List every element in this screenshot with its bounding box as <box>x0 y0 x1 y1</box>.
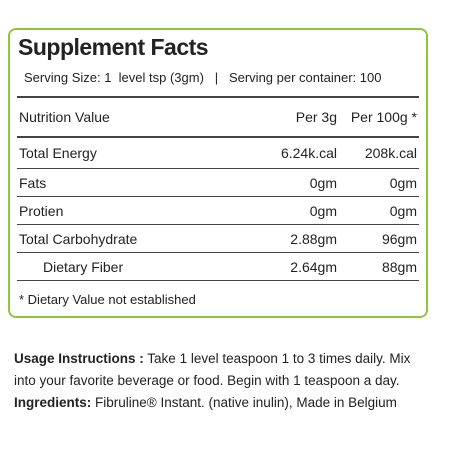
table-cell: 0gm <box>225 196 339 225</box>
title: Supplement Facts <box>18 34 209 60</box>
table-cell: 0gm <box>225 168 339 197</box>
table-row: Fats 0gm 0gm <box>17 168 419 197</box>
table-cell: 0gm <box>339 168 419 197</box>
table-cell: Per 3g <box>225 96 339 138</box>
table-row: Dietary Fiber 2.64gm 88gm <box>17 252 419 281</box>
table-cell: 96gm <box>339 224 419 253</box>
table-cell: Total Energy <box>17 137 225 169</box>
table-cell: 208k.cal <box>339 137 419 169</box>
table-cell: Fats <box>17 168 225 197</box>
table-cell: 88gm <box>339 252 419 281</box>
table-cell: Nutrition Value <box>17 96 225 138</box>
table-row: Total Carbohydrate 2.88gm 96gm <box>17 224 419 253</box>
usage-text: Take 1 level teaspoon 1 to 3 times daily… <box>14 351 411 388</box>
table-cell: Total Carbohydrate <box>17 224 225 253</box>
usage-label: Usage Instructions : <box>14 351 144 366</box>
ingredients: Ingredients: Fibruline® Instant. (native… <box>14 392 434 414</box>
serving: Serving Size: 1 level tsp (3gm) | Servin… <box>24 70 382 85</box>
table-cell: Per 100g * <box>339 96 419 138</box>
facts-table: Nutrition Value Per 3g Per 100g * Total Ene… <box>17 96 419 281</box>
table-cell: 2.64gm <box>225 252 339 281</box>
footnote: * Dietary Value not established <box>19 292 196 307</box>
table-cell: Protien <box>17 196 225 225</box>
table-cell: 0gm <box>339 196 419 225</box>
usage: Usage Instructions : Take 1 level teaspo… <box>14 348 434 392</box>
ingredients-label: Ingredients: <box>14 395 92 410</box>
table-cell: Dietary Fiber <box>17 252 225 281</box>
table-row: Nutrition Value Per 3g Per 100g * <box>17 96 419 138</box>
table-cell: 2.88gm <box>225 224 339 253</box>
facts-panel: Supplement Facts Serving Size: 1 level t… <box>8 28 428 318</box>
table-row: Total Energy 6.24k.cal 208k.cal <box>17 137 419 169</box>
table-cell: 6.24k.cal <box>225 137 339 169</box>
ingredients-text: Fibruline® Instant. (native inulin), Mad… <box>95 395 397 410</box>
table-row: Protien 0gm 0gm <box>17 196 419 225</box>
